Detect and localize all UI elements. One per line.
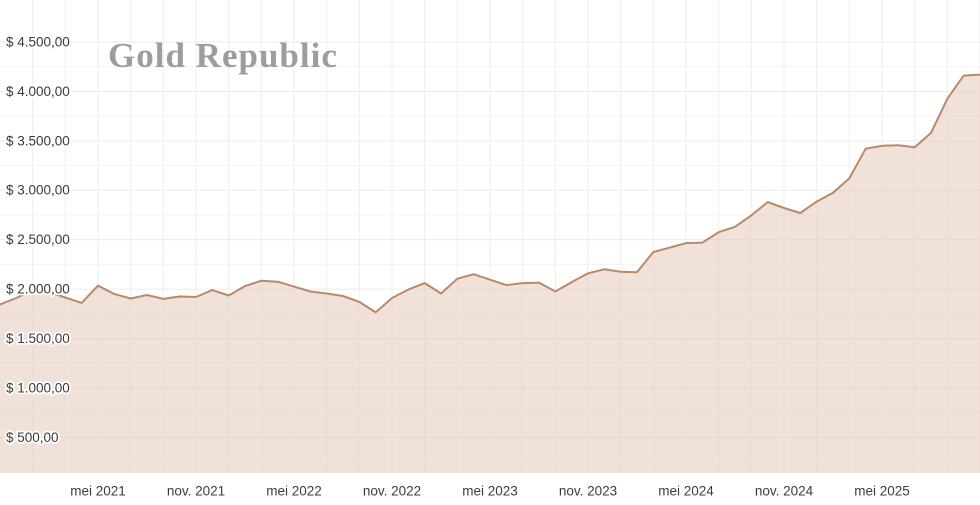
x-axis-tick-label: mei 2021 [70, 484, 126, 499]
y-axis-tick-label: $ 3.500,00 [6, 133, 70, 148]
x-axis-tick-label: mei 2025 [854, 484, 910, 499]
y-axis-tick-label: $ 4.500,00 [6, 35, 70, 50]
y-axis-tick-label: $ 1.500,00 [6, 331, 70, 346]
y-axis-tick-label: $ 1.000,00 [6, 380, 70, 395]
y-axis-tick-label: $ 500,00 [6, 430, 59, 445]
y-axis-tick-label: $ 4.000,00 [6, 84, 70, 99]
price-line [0, 73, 980, 314]
y-axis-tick-label: $ 2.000,00 [6, 282, 70, 297]
x-axis-tick-label: nov. 2024 [755, 484, 814, 499]
price-area-fill [0, 74, 980, 473]
x-axis-tick-label: nov. 2023 [559, 484, 617, 499]
x-axis-tick-label: nov. 2021 [167, 484, 225, 499]
x-axis-tick-label: nov. 2022 [363, 484, 421, 499]
y-axis-tick-label: $ 2.500,00 [6, 232, 70, 247]
y-axis-tick-label: $ 3.000,00 [6, 183, 70, 198]
x-axis-tick-label: mei 2023 [462, 484, 518, 499]
x-axis-tick-label: mei 2024 [658, 484, 714, 499]
x-axis-tick-label: mei 2022 [266, 484, 322, 499]
